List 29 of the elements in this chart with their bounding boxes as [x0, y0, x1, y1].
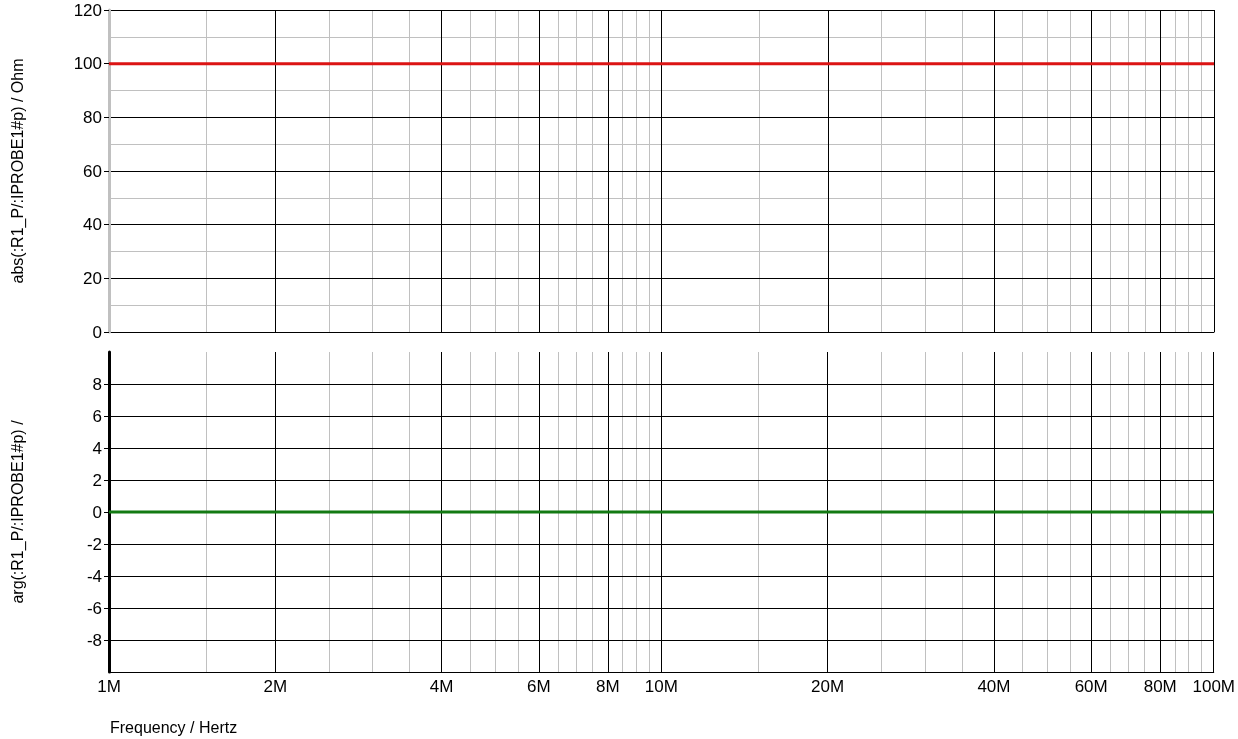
y-tick-label: 100 — [73, 54, 102, 74]
y-tick-label: 0 — [92, 502, 102, 522]
y-tick-label: 40 — [83, 215, 102, 235]
y-tick-label: 80 — [83, 107, 102, 127]
y-tick-label: 60 — [83, 161, 102, 181]
x-tick-label: 60M — [1074, 677, 1108, 696]
y-tick-label: -6 — [86, 598, 102, 618]
y-tick-label: 4 — [92, 438, 102, 458]
x-tick-label: 2M — [263, 677, 288, 696]
x-tick-label: 100M — [1192, 677, 1235, 696]
x-tick-label: 40M — [977, 677, 1011, 696]
x-tick-label: 10M — [644, 677, 678, 696]
y-axis-title: arg(:R1_P/:IPROBE1#p) / — [8, 419, 27, 604]
x-tick-label: 8M — [596, 677, 620, 696]
x-tick-label: 4M — [429, 677, 454, 696]
x-tick-label: 6M — [527, 677, 551, 696]
y-tick-label: 120 — [73, 0, 102, 20]
x-tick-label: 80M — [1143, 677, 1177, 696]
y-tick-label: 8 — [92, 374, 102, 394]
y-tick-label: -8 — [86, 630, 102, 650]
x-tick-label: 1M — [97, 677, 121, 696]
y-tick-label: -4 — [86, 566, 102, 586]
y-tick-label: -2 — [86, 534, 102, 554]
x-tick-label: 20M — [811, 677, 845, 696]
x-axis-title: Frequency / Hertz — [110, 718, 238, 736]
y-tick-label: 0 — [92, 322, 102, 342]
y-tick-label: 6 — [92, 406, 102, 426]
y-tick-label: 2 — [92, 470, 102, 490]
y-tick-label: 20 — [83, 268, 102, 288]
